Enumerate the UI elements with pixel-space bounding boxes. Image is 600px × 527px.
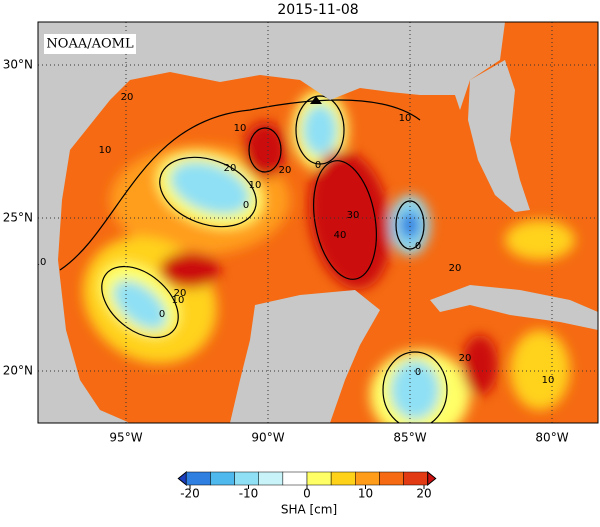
colorbar-segment: [403, 471, 428, 486]
lat-label: 20°N: [3, 364, 33, 378]
lat-label: 30°N: [3, 58, 33, 72]
contour-label: 0: [315, 160, 321, 171]
colorbar-segment: [282, 471, 308, 486]
credit-box: [44, 34, 136, 54]
contour-label: 10: [34, 257, 47, 268]
map-frame: [37, 21, 599, 424]
lat-label: 25°N: [3, 211, 33, 225]
contour-label: 10: [249, 180, 262, 191]
contour-label: 0: [415, 241, 421, 252]
colorbar-segment: [355, 471, 380, 486]
colorbar-tick-label: -20: [180, 487, 200, 501]
credit: NOAA/AOML: [46, 37, 134, 52]
colorbar-end: [427, 470, 437, 487]
lon-label: 80°W: [535, 431, 568, 445]
colorbar-segment: [186, 471, 211, 486]
contour-label: 10: [172, 295, 185, 306]
colorbar-tick-label: 0: [303, 487, 311, 501]
colorbar-segment: [234, 471, 259, 486]
contour-label: 30: [347, 210, 360, 221]
colorbar-segment: [330, 471, 356, 486]
contour-label: 20: [121, 92, 134, 103]
lon-label: 85°W: [393, 431, 426, 445]
contour-label: 0: [159, 309, 165, 320]
land: [468, 60, 530, 212]
colorbar-segment: [379, 471, 404, 486]
colorbar-tick-label: 20: [416, 487, 431, 501]
contour-label: 20: [279, 165, 292, 176]
contour-label: 10: [542, 375, 555, 386]
colorbar-segment: [306, 471, 332, 486]
colorbar-segment: [258, 471, 284, 486]
contour-label: 20: [224, 163, 237, 174]
station-marker: [310, 96, 322, 104]
lon-label: 90°W: [251, 431, 284, 445]
land: [430, 285, 598, 330]
colorbar-label: SHA [cm]: [281, 503, 337, 517]
contour-label: 10: [99, 145, 112, 156]
colorbar-end: [177, 470, 187, 487]
contour-label: 20: [459, 353, 472, 364]
colorbar-tick-label: 10: [358, 487, 373, 501]
contour-lines: [59, 95, 448, 423]
colorbar-tick-label: -10: [239, 487, 259, 501]
title: 2015-11-08: [277, 2, 358, 18]
lon-label: 95°W: [109, 431, 142, 445]
land: [230, 290, 380, 423]
contour-label: 20: [174, 288, 187, 299]
contour-label: 10: [234, 123, 247, 134]
land: [38, 22, 505, 423]
colorbar-segment: [210, 471, 235, 486]
contour-label: 0: [415, 367, 421, 378]
contour-label: 10: [399, 113, 412, 124]
contour-label: 0: [243, 200, 249, 211]
contour-label: 20: [449, 263, 462, 274]
contour-label: 40: [334, 230, 347, 241]
